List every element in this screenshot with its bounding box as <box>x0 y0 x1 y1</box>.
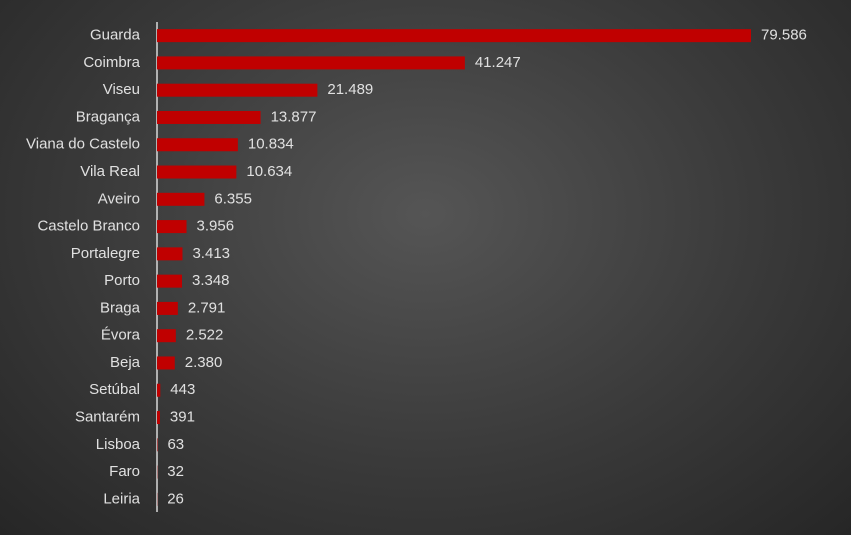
value-label: 3.348 <box>192 272 230 289</box>
bar <box>157 138 238 152</box>
value-label: 10.834 <box>248 136 294 153</box>
category-label: Viana do Castelo <box>26 136 140 153</box>
category-label: Santarém <box>75 408 140 425</box>
bar <box>157 301 178 315</box>
category-label: Évora <box>101 327 141 344</box>
category-label: Bragança <box>76 108 141 125</box>
bar <box>157 165 237 179</box>
value-label: 63 <box>167 436 184 453</box>
bar <box>157 356 175 370</box>
value-label: 6.355 <box>214 190 252 207</box>
bar <box>157 192 205 206</box>
category-label: Faro <box>109 463 140 480</box>
bar <box>157 29 751 43</box>
bar <box>157 220 187 234</box>
category-label: Viseu <box>103 81 140 98</box>
bar <box>157 411 160 425</box>
bar <box>157 383 161 397</box>
category-label: Coimbra <box>83 54 140 71</box>
value-label: 41.247 <box>475 54 521 71</box>
value-label: 2.791 <box>188 299 226 316</box>
category-label: Vila Real <box>80 163 140 180</box>
category-label: Portalegre <box>71 245 140 262</box>
value-label: 3.413 <box>192 245 230 262</box>
bar <box>157 329 176 343</box>
bar <box>157 274 182 288</box>
category-label: Leiria <box>103 490 140 507</box>
value-label: 2.522 <box>186 327 224 344</box>
value-label: 3.956 <box>197 218 235 235</box>
category-label: Aveiro <box>98 190 140 207</box>
value-label: 26 <box>167 490 184 507</box>
category-label: Braga <box>100 299 141 316</box>
bar <box>157 56 465 70</box>
value-label: 2.380 <box>185 354 223 371</box>
value-label: 21.489 <box>327 81 373 98</box>
category-label: Guarda <box>90 27 141 44</box>
value-label: 79.586 <box>761 27 807 44</box>
category-label: Castelo Branco <box>37 218 140 235</box>
value-label: 10.634 <box>246 163 292 180</box>
bar <box>157 247 183 261</box>
category-label: Porto <box>104 272 140 289</box>
bar <box>157 110 261 124</box>
value-label: 13.877 <box>271 108 317 125</box>
value-label: 391 <box>170 408 195 425</box>
category-label: Beja <box>110 354 141 371</box>
category-label: Lisboa <box>96 436 141 453</box>
value-label: 32 <box>167 463 184 480</box>
bar <box>157 83 318 97</box>
value-label: 443 <box>170 381 195 398</box>
category-label: Setúbal <box>89 381 140 398</box>
